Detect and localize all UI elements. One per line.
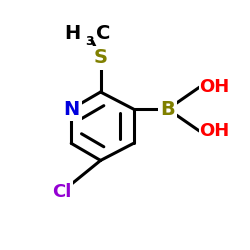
Text: S: S [94,48,108,67]
Text: C: C [96,24,111,43]
Text: B: B [160,100,175,118]
Text: Cl: Cl [52,183,71,201]
Text: H: H [65,24,81,43]
Text: N: N [63,100,79,118]
Text: OH: OH [200,78,230,96]
Text: OH: OH [200,122,230,140]
Text: 3: 3 [85,35,94,48]
